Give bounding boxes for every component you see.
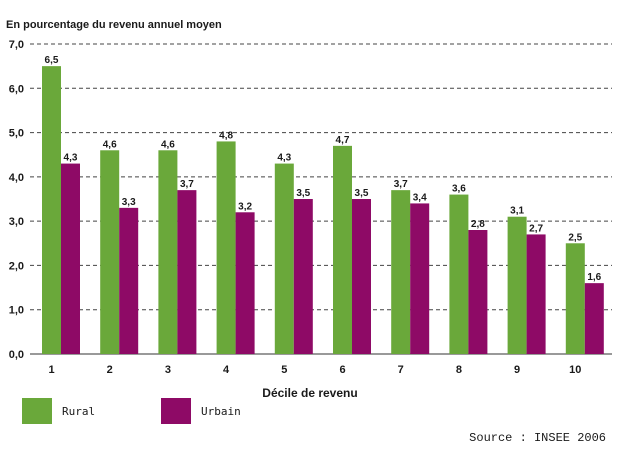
bar-rural [216, 141, 236, 354]
x-tick-label: 7 [398, 364, 404, 376]
legend-item-urbain: Urbain [161, 398, 241, 424]
bar-urbain [177, 190, 197, 354]
bar-rural [449, 194, 469, 354]
y-tick-label: 0,0 [9, 349, 24, 361]
x-tick-label: 1 [48, 364, 54, 376]
bar-label-rural: 4,7 [336, 135, 350, 146]
y-tick-label: 3,0 [9, 216, 24, 228]
x-tick-label: 9 [514, 364, 520, 376]
bar-rural [274, 163, 294, 354]
y-tick-label: 6,0 [9, 83, 24, 95]
bar-rural [507, 216, 527, 354]
bar-label-urbain: 3,5 [296, 188, 310, 199]
bar-label-rural: 4,3 [277, 153, 291, 164]
source-note: Source : INSEE 2006 [469, 431, 606, 445]
bar-urbain [352, 199, 371, 354]
bar-rural [565, 243, 585, 354]
bar-label-rural: 3,6 [452, 184, 466, 195]
x-tick-label: 4 [223, 364, 230, 376]
bar-label-rural: 4,6 [161, 139, 175, 150]
legend-label-urbain: Urbain [201, 404, 241, 418]
x-tick-label: 3 [165, 364, 171, 376]
bar-label-rural: 4,6 [103, 139, 117, 150]
bar-label-urbain: 3,4 [413, 192, 427, 203]
x-tick-label: 8 [456, 364, 462, 376]
bar-urbain [526, 234, 546, 354]
bar-rural [158, 150, 178, 354]
x-tick-label: 5 [281, 364, 287, 376]
bar-label-urbain: 2,7 [529, 223, 543, 234]
x-axis-label: Décile de revenu [262, 386, 358, 400]
bar-label-urbain: 3,5 [355, 188, 369, 199]
bar-label-rural: 3,7 [394, 179, 408, 190]
legend-label-rural: Rural [62, 404, 96, 418]
x-tick-label: 10 [569, 364, 581, 376]
bar-urbain [410, 203, 430, 354]
y-axis-ticks: 0,0 1,0 2,0 3,0 4,0 5,0 6,0 7,0 [9, 39, 24, 361]
bar-labels: 6,5 4,3 4,6 3,3 4,6 3,7 4,8 3,2 4,3 3,5 4,7 3,5 3,7 3… [45, 55, 602, 283]
bar-urbain [468, 230, 488, 354]
bar-label-rural: 3,1 [510, 206, 524, 217]
bar-rural [333, 145, 352, 354]
bar-urbain [61, 163, 80, 354]
y-tick-label: 7,0 [9, 39, 24, 51]
bar-label-rural: 4,8 [219, 130, 233, 141]
bar-label-rural: 2,5 [568, 232, 582, 243]
y-tick-label: 5,0 [9, 128, 24, 140]
bar-label-urbain: 4,3 [64, 153, 78, 164]
bar-urbain [235, 212, 255, 354]
bar-urbain [584, 283, 604, 354]
bar-urbain [293, 199, 313, 354]
legend-item-rural: Rural [22, 398, 95, 424]
chart-title: En pourcentage du revenu annuel moyen [6, 19, 222, 31]
x-tick-label: 6 [339, 364, 345, 376]
x-axis-ticks: 1 2 3 4 5 6 7 8 9 10 [48, 364, 581, 376]
bar-label-rural: 6,5 [45, 55, 59, 66]
bar-label-urbain: 3,7 [180, 179, 194, 190]
bar-label-urbain: 1,6 [587, 272, 601, 283]
x-tick-label: 2 [107, 364, 113, 376]
bar-rural [100, 150, 120, 354]
y-tick-label: 2,0 [9, 260, 24, 272]
legend-swatch-urbain [161, 398, 191, 424]
bar-label-urbain: 3,3 [122, 197, 136, 208]
legend-swatch-rural [22, 398, 52, 424]
bar-urbain [119, 207, 139, 354]
y-tick-label: 1,0 [9, 305, 24, 317]
bar-label-urbain: 3,2 [238, 201, 252, 212]
bar-label-urbain: 2,8 [471, 219, 485, 230]
bar-rural [391, 190, 411, 354]
y-tick-label: 4,0 [9, 172, 24, 184]
bars [42, 66, 604, 355]
bar-rural [42, 66, 61, 355]
